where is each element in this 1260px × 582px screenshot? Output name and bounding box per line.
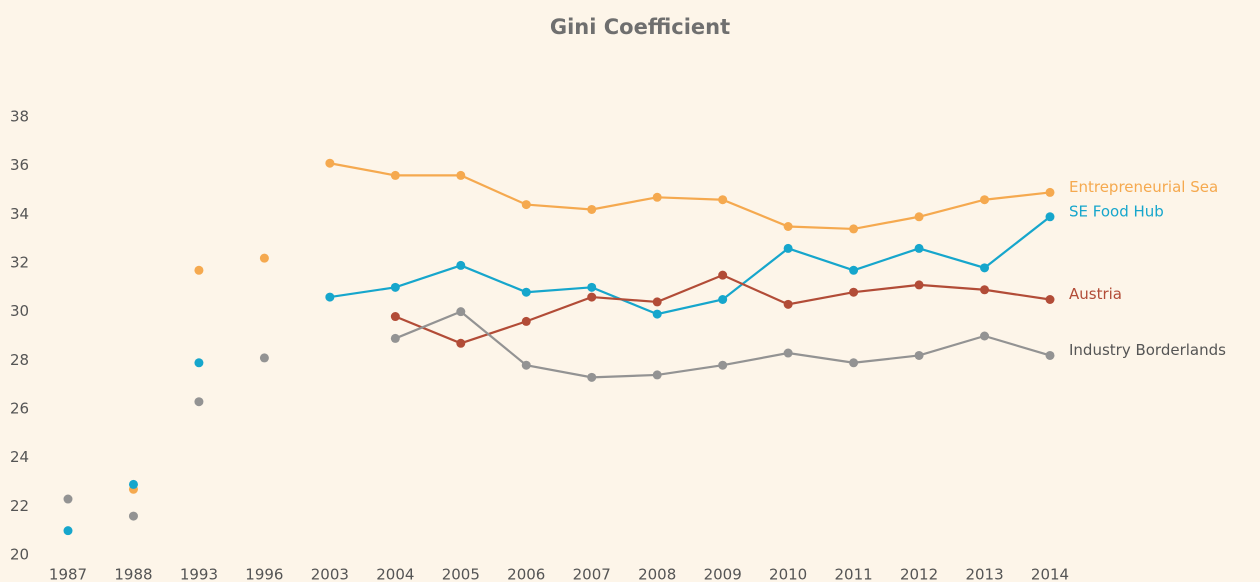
x-tick-label: 1996 — [245, 566, 283, 582]
data-point — [128, 511, 138, 521]
data-point — [521, 287, 531, 297]
data-point — [456, 338, 466, 348]
y-tick-label: 34 — [10, 205, 29, 223]
data-point — [914, 212, 924, 222]
series-line — [329, 215, 1051, 316]
chart-title: Gini Coefficient — [550, 15, 730, 39]
data-point — [718, 270, 728, 280]
data-point — [980, 195, 990, 205]
data-point — [783, 222, 793, 231]
data-point — [194, 397, 204, 407]
x-tick-label: 2013 — [965, 566, 1003, 582]
y-tick-label: 30 — [10, 302, 29, 320]
x-tick-label: 1988 — [114, 566, 152, 582]
y-tick-label: 32 — [10, 254, 29, 272]
data-point — [587, 282, 597, 292]
data-point — [194, 358, 204, 368]
data-point — [456, 170, 466, 180]
legend-label: SE Food Hub — [1069, 202, 1164, 220]
y-tick-label: 24 — [10, 448, 29, 466]
data-point — [325, 292, 335, 302]
data-point — [456, 260, 466, 270]
data-point — [325, 158, 335, 168]
data-point — [718, 195, 728, 205]
data-point — [652, 370, 662, 380]
data-point — [783, 299, 793, 309]
data-point — [63, 494, 73, 504]
data-point — [914, 280, 924, 290]
data-point — [718, 360, 728, 370]
data-point — [980, 263, 990, 273]
data-point — [456, 307, 466, 317]
legend-label: Industry Borderlands — [1069, 341, 1226, 359]
data-point — [652, 192, 662, 202]
data-point — [587, 204, 597, 214]
y-tick-label: 26 — [10, 400, 29, 418]
data-point — [63, 526, 73, 536]
data-point — [521, 360, 531, 370]
data-point — [1045, 295, 1055, 304]
data-point — [1045, 350, 1055, 360]
data-point — [718, 295, 728, 304]
data-point — [390, 282, 400, 292]
data-point — [390, 312, 400, 322]
y-tick-label: 38 — [10, 108, 29, 126]
x-tick-label: 2009 — [704, 566, 742, 582]
y-tick-label: 22 — [10, 497, 29, 515]
x-tick-label: 2004 — [376, 566, 414, 582]
y-tick-label: 20 — [10, 546, 29, 564]
x-tick-label: 2003 — [311, 566, 349, 582]
series-line — [329, 162, 1051, 231]
x-tick-label: 2006 — [507, 566, 545, 582]
x-tick-label: 2014 — [1031, 566, 1069, 582]
data-point — [587, 292, 597, 302]
data-point — [652, 297, 662, 307]
legend-label: Austria — [1069, 285, 1122, 303]
x-tick-label: 2011 — [835, 566, 873, 582]
data-point — [194, 265, 204, 275]
x-tick-label: 2012 — [900, 566, 938, 582]
x-tick-label: 2010 — [769, 566, 807, 582]
legend-label: Entrepreneurial Sea — [1069, 178, 1218, 196]
x-tick-label: 2007 — [573, 566, 611, 582]
data-point — [980, 331, 990, 341]
data-point — [587, 372, 597, 382]
data-point — [783, 243, 793, 253]
data-point — [259, 353, 269, 363]
data-point — [849, 224, 859, 234]
data-point — [849, 358, 859, 368]
data-point — [914, 350, 924, 360]
x-tick-label: 2005 — [442, 566, 480, 582]
data-point — [914, 243, 924, 253]
data-point — [980, 285, 990, 295]
data-point — [521, 316, 531, 326]
series-line — [394, 273, 1051, 345]
data-point — [390, 333, 400, 343]
data-point — [849, 265, 859, 275]
x-tick-label: 2008 — [638, 566, 676, 582]
data-point — [652, 309, 662, 319]
y-tick-label: 36 — [10, 156, 29, 174]
data-point — [1045, 212, 1055, 222]
data-point — [1045, 187, 1055, 197]
data-point — [259, 253, 269, 263]
x-tick-label: 1987 — [49, 566, 87, 582]
data-point — [849, 287, 859, 297]
data-point — [521, 200, 531, 210]
x-tick-label: 1993 — [180, 566, 218, 582]
data-point — [390, 170, 400, 180]
y-tick-label: 28 — [10, 351, 29, 369]
data-point — [128, 479, 138, 489]
data-point — [783, 348, 793, 358]
